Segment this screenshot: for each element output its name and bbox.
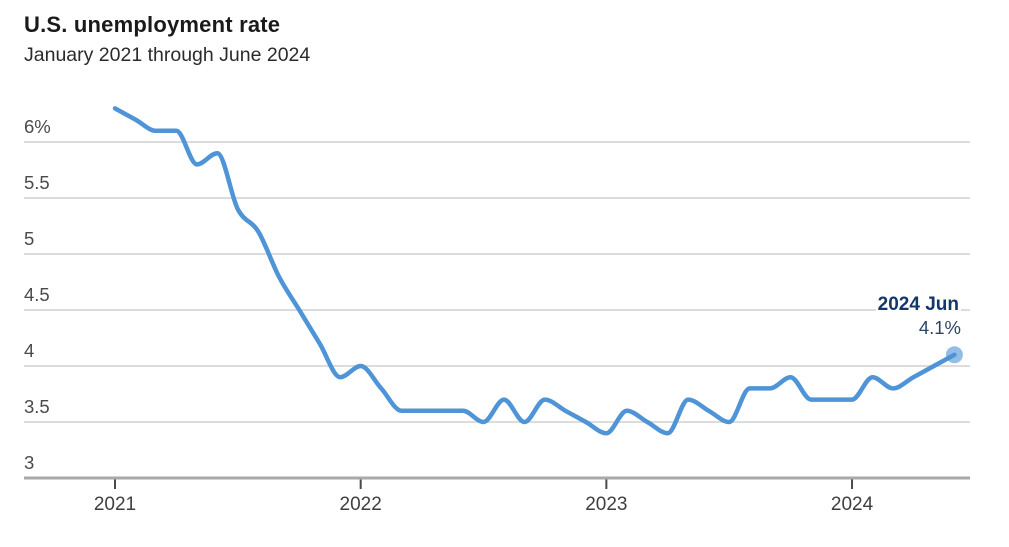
x-axis-tick-label: 2023 bbox=[585, 494, 628, 515]
annotation-value-label: 4.1% bbox=[918, 317, 961, 338]
x-axis-tick-label: 2021 bbox=[93, 494, 137, 515]
y-axis-tick-label: 6% bbox=[24, 116, 51, 137]
y-axis-tick-label: 5 bbox=[24, 228, 35, 249]
annotation-date-label: 2024 Jun bbox=[875, 294, 961, 315]
series-line bbox=[112, 106, 957, 436]
y-axis-tick-label: 3.5 bbox=[24, 396, 50, 417]
x-axis-tick-label: 2024 bbox=[830, 494, 874, 515]
y-axis-tick-label: 3 bbox=[24, 452, 35, 473]
chart-subtitle: January 2021 through June 2024 bbox=[24, 44, 311, 66]
x-axis-tick-label: 2022 bbox=[339, 494, 382, 515]
y-axis-tick-label: 5.5 bbox=[24, 172, 50, 193]
chart-title: U.S. unemployment rate bbox=[24, 12, 281, 37]
y-axis-tick-label: 4 bbox=[24, 340, 35, 361]
last-point-annotation: 2024 Jun 4.1% bbox=[875, 294, 961, 339]
y-axis-tick-label: 4.5 bbox=[24, 284, 50, 305]
end-point-dot bbox=[945, 346, 963, 364]
